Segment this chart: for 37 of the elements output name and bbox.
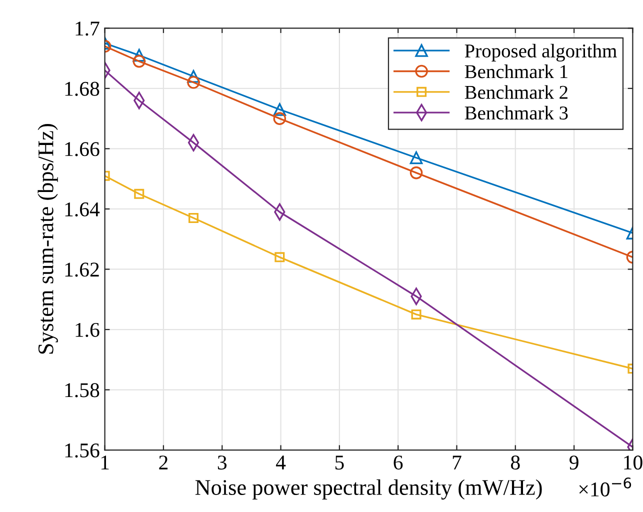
x-tick-label: 2 [159, 456, 168, 470]
x-tick-label: 6 [394, 456, 403, 470]
legend-label: Benchmark 1 [464, 64, 568, 78]
point [273, 112, 286, 125]
point [187, 70, 200, 83]
y-tick-label: 1.64 [65, 202, 100, 216]
x-tick-label: 5 [335, 456, 344, 470]
text: ×10$^{−6}$ [579, 477, 632, 496]
legend-label: Benchmark 2 [464, 85, 568, 99]
x-tick-label: 10 [624, 456, 642, 470]
y-tick-label: 1.66 [65, 142, 100, 156]
point [132, 48, 146, 62]
y-tick-label: 1.68 [65, 82, 100, 96]
point [410, 151, 423, 164]
point [274, 252, 285, 262]
x-tick-label: 3 [218, 456, 227, 470]
y-tick-label: 1.58 [65, 383, 100, 398]
point [188, 213, 198, 224]
y-tick-label: 1.7 [76, 22, 100, 36]
y-tick-label: 1.56 [65, 443, 100, 458]
legend-label: Proposed algorithm [464, 44, 617, 62]
point [411, 309, 422, 320]
point [410, 166, 423, 180]
point [134, 188, 144, 199]
point [273, 103, 286, 116]
y-axis-title: System sum-rate (bps/Hz) [38, 124, 58, 354]
y-tick-label: 1.6 [76, 322, 100, 338]
y-tick-label: 1.62 [65, 262, 99, 277]
x-tick-label: 9 [570, 456, 578, 470]
point [132, 54, 146, 68]
x-tick-label: 8 [510, 456, 520, 470]
x-tick-label: 7 [452, 456, 462, 470]
x-tick-label: 4 [276, 456, 286, 470]
point [187, 76, 200, 89]
x-tick-label: 1 [101, 456, 109, 470]
legend-label: Benchmark 3 [464, 106, 568, 120]
x-axis-title: Noise power spectral density (mW/Hz) [195, 479, 542, 500]
